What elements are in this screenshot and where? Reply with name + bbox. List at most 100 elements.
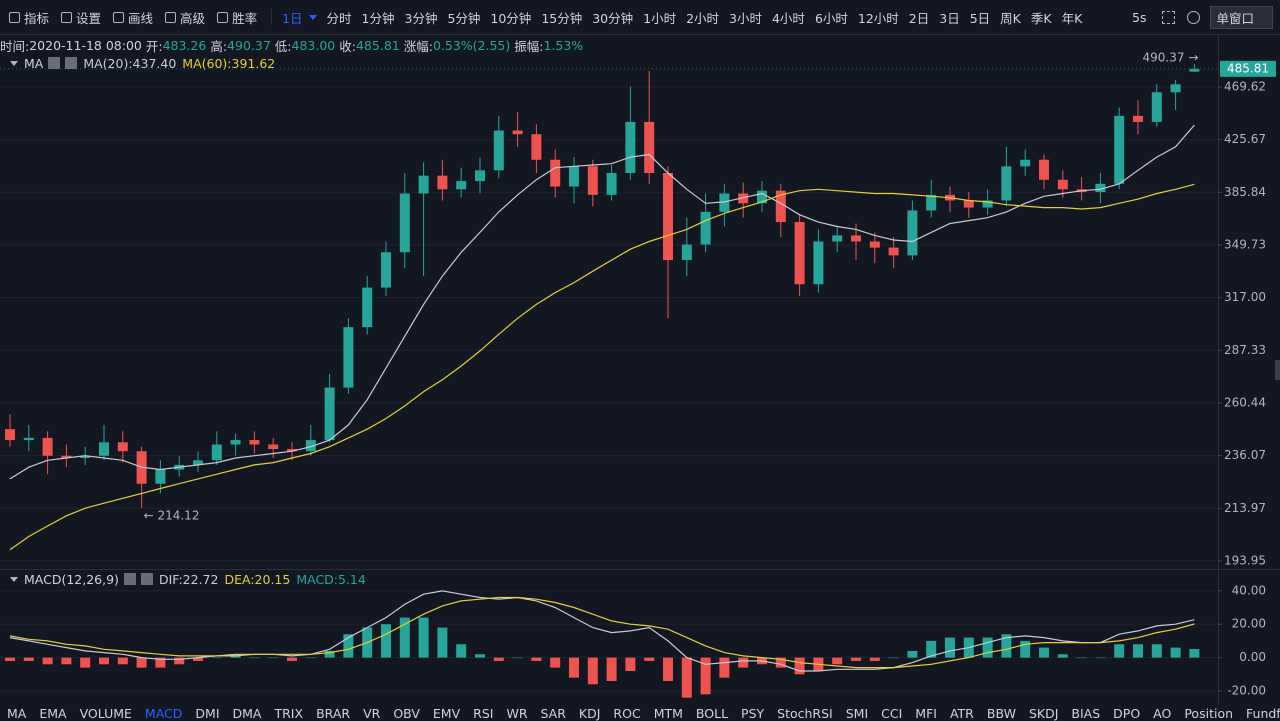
candle-body (832, 235, 843, 242)
indicator-tab[interactable]: DMI (195, 705, 220, 721)
macd-bar (99, 657, 109, 665)
candle-body (982, 200, 993, 208)
candle-body (1039, 159, 1049, 180)
macd-bar (437, 627, 448, 658)
interval-button[interactable]: 12小时 (857, 10, 899, 26)
indicator-tab[interactable]: MTM (653, 705, 683, 721)
indicator-tab[interactable]: EMV (432, 705, 461, 721)
interval-button[interactable]: 5分钟 (447, 10, 481, 26)
indicator-tab[interactable]: RSI (473, 705, 494, 721)
indicator-tab[interactable]: VR (363, 705, 381, 721)
legend-button (48, 57, 61, 69)
settings-icon[interactable] (1187, 10, 1201, 24)
indicator-tab[interactable]: TRIX (274, 705, 304, 721)
indicator-tab[interactable]: MACD (144, 705, 183, 721)
indicator-bar: MA EMA VOLUME MACD DMI DMA TRIX BRAR VR OBV EMV RSI… (7, 705, 1280, 721)
candle-body (945, 194, 955, 201)
indicator-tab[interactable]: VOLUME (79, 705, 132, 721)
indicator-tab[interactable]: Position (1184, 705, 1234, 721)
interval-button[interactable]: 3日 (939, 10, 960, 26)
candle-body (700, 211, 711, 245)
macd-bar (550, 657, 561, 668)
indicator-tab[interactable]: KDJ (578, 705, 601, 721)
tool-icon (9, 11, 20, 23)
indicator-tab[interactable]: ATR (949, 705, 974, 721)
indicator-tab[interactable]: BIAS (1071, 705, 1101, 721)
indicator-tab[interactable]: SMI (845, 705, 869, 721)
candle-body (324, 387, 335, 441)
indicator-tab[interactable]: AO (1153, 705, 1172, 721)
indicator-tab[interactable]: ROC (613, 705, 641, 721)
macd-bar (80, 657, 91, 668)
indicator-tab[interactable]: WR (506, 705, 528, 721)
indicator-tab[interactable]: MFI (915, 705, 937, 721)
macd-bar (700, 657, 711, 695)
window-select[interactable]: 单窗口 (1210, 5, 1273, 29)
candle-body (456, 181, 467, 190)
interval-button[interactable]: 10分钟 (490, 10, 532, 26)
indicator-tab[interactable]: OBV (393, 705, 420, 721)
tool-button[interactable]: 高级 (165, 8, 205, 27)
indicator-tab[interactable]: CCI (881, 705, 903, 721)
macd-bar (1076, 657, 1087, 659)
indicator-tab[interactable]: EMA (39, 705, 67, 721)
interval-button[interactable]: 1小时 (643, 10, 677, 26)
interval-button[interactable]: 6小时 (814, 10, 848, 26)
candle-body (644, 121, 655, 173)
interval-button[interactable]: 2日 (908, 10, 930, 26)
indicator-tab[interactable]: StochRSI (777, 705, 833, 721)
y-tick-label: 349.73 (1224, 237, 1266, 251)
indicator-tab[interactable]: SKDJ (1028, 705, 1059, 721)
interval-button[interactable]: 年K (1061, 10, 1083, 26)
indicator-tab[interactable]: BOLL (695, 705, 729, 721)
candle-body (174, 464, 185, 470)
tool-icon (61, 11, 73, 23)
interval-button[interactable]: 3小时 (729, 10, 762, 26)
candle-body (1189, 68, 1200, 72)
interval-button[interactable]: 1分钟 (361, 10, 395, 26)
interval-button[interactable]: 2小时 (686, 10, 720, 26)
interval-active[interactable]: 1日 (282, 10, 303, 26)
y-tick-label: 287.33 (1224, 343, 1266, 357)
pane-title: MACD(12,26,9) (24, 571, 119, 587)
indicator-tab[interactable]: BRAR (316, 705, 351, 721)
indicator-tab[interactable]: PSY (741, 705, 765, 721)
candle-body (663, 172, 673, 261)
candle-body (343, 327, 354, 388)
side-tab (1275, 360, 1280, 380)
candle-body (681, 244, 692, 261)
interval-button[interactable]: 15分钟 (541, 10, 583, 26)
tool-button[interactable]: 胜率 (217, 8, 257, 27)
candle-body (1114, 115, 1125, 184)
fullscreen-icon[interactable] (1162, 10, 1176, 24)
indicator-tab[interactable]: SAR (540, 705, 566, 721)
interval-button[interactable]: 分时 (326, 10, 352, 26)
ma-legend: MA MA(20):437.40 MA(60):391.62 (10, 54, 275, 72)
indicator-tab[interactable]: BBW (986, 705, 1016, 721)
macd-line (9, 596, 1195, 669)
interval-button[interactable]: 3分钟 (404, 10, 438, 26)
extreme-label: ← 214.12 (144, 508, 200, 522)
interval-button[interactable]: 5日 (969, 10, 991, 26)
candle-body (136, 451, 147, 484)
indicator-tab[interactable]: DPO (1113, 705, 1141, 721)
candle-body (1170, 84, 1181, 93)
indicator-tab[interactable]: Fundflow (1246, 705, 1280, 721)
interval-button[interactable]: 30分钟 (592, 10, 634, 26)
macd-bar (945, 637, 955, 658)
macd-bar (5, 657, 15, 661)
candle-body (99, 442, 109, 456)
tool-button[interactable]: 画线 (113, 8, 153, 27)
tool-button[interactable]: 指标 (9, 8, 49, 27)
interval-button[interactable]: 季K (1030, 10, 1052, 26)
info-label: 涨幅: (403, 38, 433, 54)
indicator-tab[interactable]: DMA (232, 705, 262, 721)
indicator-tab[interactable]: MA (7, 705, 27, 721)
tool-button[interactable]: 设置 (61, 8, 101, 27)
interval-button[interactable]: 4小时 (771, 10, 805, 26)
info-value: 485.81 (355, 37, 400, 53)
interval-button[interactable]: 周K (1000, 10, 1021, 26)
refresh[interactable]: 5s (1132, 9, 1147, 25)
